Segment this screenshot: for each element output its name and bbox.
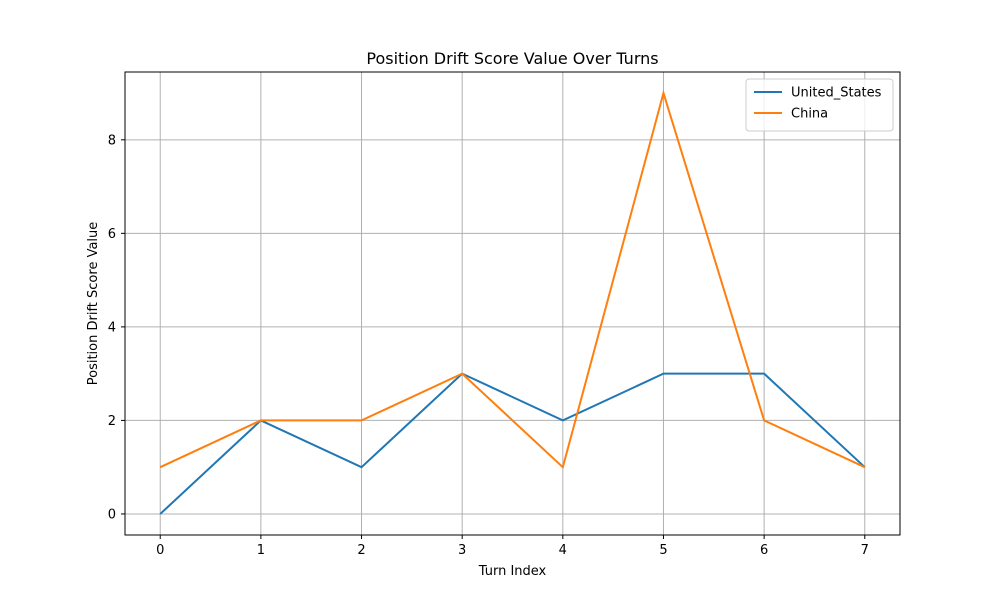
series-line-china	[159, 89, 866, 470]
plot-frame	[124, 71, 901, 536]
legend-label-united-states: United_States	[791, 86, 882, 101]
x-tick-label: 1	[257, 543, 265, 558]
x-axis-label: Turn Index	[478, 564, 547, 579]
y-tick-label: 0	[108, 507, 116, 522]
plot-area	[125, 72, 900, 535]
x-tick-label: 4	[559, 543, 567, 558]
x-tick-label: 6	[760, 543, 768, 558]
x-tick-label: 5	[659, 543, 667, 558]
y-axis-label: Position Drift Score Value	[86, 222, 101, 386]
y-tick-label: 2	[108, 414, 116, 429]
x-tick-label: 0	[156, 543, 164, 558]
x-tick-label: 3	[458, 543, 466, 558]
y-tick-label: 8	[108, 133, 116, 148]
x-axis-ticks: 0 1 2 3 4 5 6 7	[156, 535, 869, 558]
series-lines	[159, 89, 866, 515]
series-line-united-states	[159, 372, 866, 515]
legend: United_States China	[745, 78, 894, 132]
y-tick-label: 4	[108, 320, 116, 335]
y-axis-ticks: 0 2 4 6 8	[108, 133, 125, 522]
x-tick-label: 2	[357, 543, 365, 558]
legend-label-china: China	[791, 107, 828, 122]
x-tick-label: 7	[861, 543, 869, 558]
y-tick-label: 6	[108, 227, 116, 242]
chart-title: Position Drift Score Value Over Turns	[366, 49, 658, 68]
legend-box	[745, 78, 894, 132]
